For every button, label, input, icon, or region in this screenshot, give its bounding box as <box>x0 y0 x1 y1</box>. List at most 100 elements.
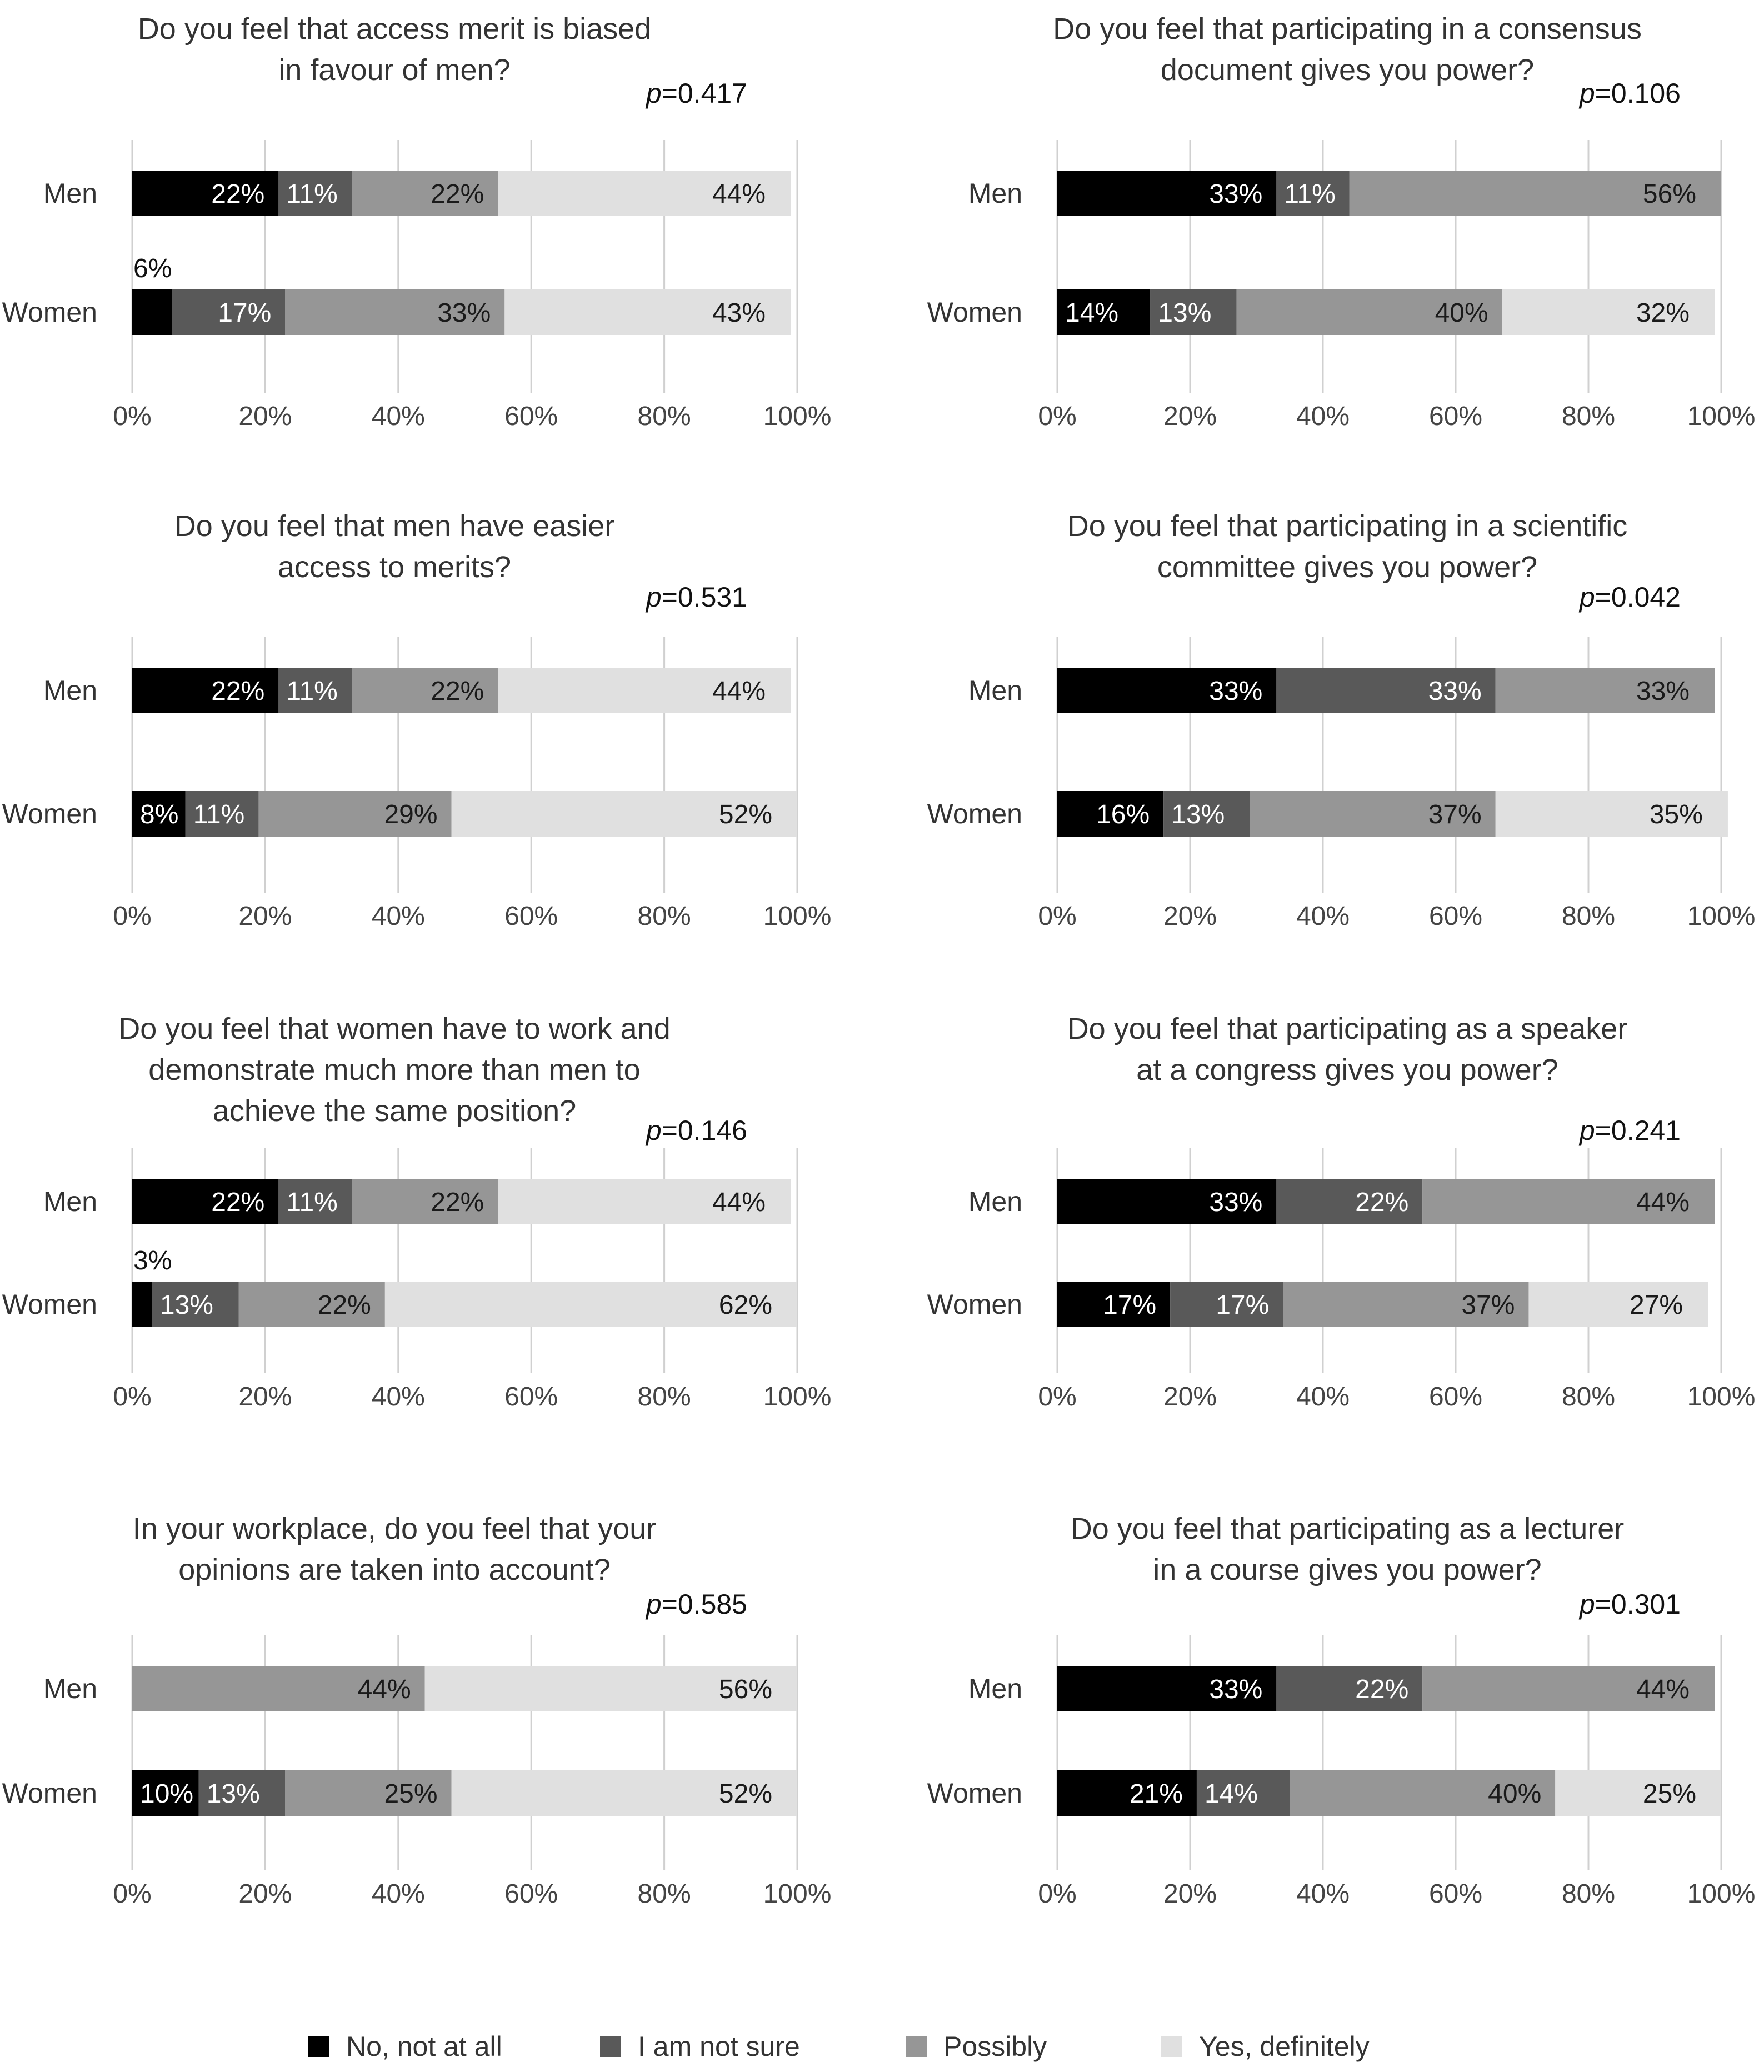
data-label: 14% <box>1205 1779 1258 1809</box>
data-label: 33% <box>1209 1675 1262 1704</box>
data-label: 44% <box>1636 1188 1690 1217</box>
category-label-men: Men <box>43 675 97 706</box>
data-label: 6% <box>133 254 172 283</box>
category-label-men: Men <box>43 1673 97 1704</box>
x-tick-label: 0% <box>1038 1879 1076 1909</box>
data-label: 62% <box>719 1290 772 1320</box>
x-tick-label: 20% <box>238 402 292 431</box>
p-value-symbol: p <box>645 582 662 613</box>
data-label: 16% <box>1096 800 1150 829</box>
data-label: 25% <box>1643 1779 1696 1809</box>
chart-title: Do you feel that women have to work and d… <box>118 1012 671 1128</box>
bar-segment-men-2 <box>1276 668 1496 713</box>
bar-segment-women-3 <box>258 791 452 837</box>
data-label: 33% <box>1209 1188 1262 1217</box>
x-tick-label: 0% <box>1038 902 1076 931</box>
data-label: 52% <box>719 800 772 829</box>
chart-title-line: at a congress gives you power? <box>1136 1053 1558 1087</box>
category-label-men: Men <box>43 1186 97 1217</box>
x-tick-label: 60% <box>1429 1382 1482 1412</box>
bar-segment-men-4 <box>424 1666 797 1711</box>
bar-segment-women-1 <box>132 1770 199 1816</box>
x-tick-label: 40% <box>1296 1382 1350 1412</box>
chart-title-line: Do you feel that participating in a scie… <box>1067 509 1628 543</box>
bar-segment-men-3 <box>132 1666 425 1711</box>
data-label: 22% <box>431 1188 484 1217</box>
p-value-number: =0.106 <box>1595 78 1681 109</box>
data-label: 29% <box>384 800 437 829</box>
bar-segment-women-4 <box>384 1282 797 1327</box>
p-value-number: =0.301 <box>1595 1589 1681 1620</box>
bar-segment-women-2 <box>152 1282 239 1327</box>
bar-segment-women-1 <box>1057 791 1164 837</box>
data-label: 22% <box>1355 1675 1408 1704</box>
data-label: 25% <box>384 1779 437 1809</box>
data-label: 33% <box>1209 677 1262 706</box>
x-tick-label: 20% <box>1163 902 1217 931</box>
p-value: p=0.146 <box>645 1115 747 1146</box>
bar-segment-men-4 <box>498 668 791 713</box>
x-tick-label: 40% <box>372 1879 425 1909</box>
p-value-number: =0.531 <box>662 582 747 613</box>
x-tick-label: 20% <box>1163 1382 1217 1412</box>
legend-item: No, not at all <box>308 2030 502 2063</box>
chart-title-line: committee gives you power? <box>1157 550 1537 584</box>
bar-segment-women-2 <box>1163 791 1250 837</box>
data-label: 33% <box>1209 179 1262 209</box>
legend-swatch <box>1161 2036 1182 2057</box>
data-label: 11% <box>286 1188 338 1217</box>
chart-title-line: achieve the same position? <box>213 1094 576 1128</box>
legend-item: Possibly <box>906 2030 1047 2063</box>
bar-segment-men-3 <box>1422 1666 1715 1711</box>
chart-title: Do you feel that participating as a spea… <box>1067 1012 1628 1087</box>
x-tick-label: 60% <box>504 1879 558 1909</box>
chart-title-line: Do you feel that participating in a cons… <box>1053 12 1642 46</box>
chart-title-line: document gives you power? <box>1161 53 1534 87</box>
chart-title-line: in a course gives you power? <box>1153 1553 1541 1586</box>
data-label: 35% <box>1650 800 1703 829</box>
p-value: p=0.417 <box>645 78 747 109</box>
bar-segment-women-3 <box>1290 1770 1556 1816</box>
chart-title: Do you feel that participating in a scie… <box>1067 509 1628 584</box>
x-tick-label: 0% <box>113 1382 151 1412</box>
bar-segment-men-1 <box>1057 171 1277 216</box>
category-label-men: Men <box>968 1186 1022 1217</box>
chart-title-line: Do you feel that access merit is biased <box>138 12 651 46</box>
x-tick-label: 80% <box>1562 1382 1615 1412</box>
data-label: 22% <box>431 179 484 209</box>
data-label: 44% <box>358 1675 411 1704</box>
data-label: 13% <box>1158 298 1211 328</box>
x-tick-label: 60% <box>1429 902 1482 931</box>
chart-title-line: Do you feel that participating as a lect… <box>1071 1512 1625 1545</box>
legend-item: I am not sure <box>600 2030 800 2063</box>
x-tick-label: 20% <box>238 1382 292 1412</box>
p-value-number: =0.417 <box>662 78 747 109</box>
category-label-women: Women <box>927 297 1022 328</box>
data-label: 11% <box>193 800 245 829</box>
x-tick-label: 40% <box>1296 402 1350 431</box>
legend-swatch <box>308 2036 329 2057</box>
chart-title: In your workplace, do you feel that your… <box>133 1512 657 1586</box>
bar-segment-women-4 <box>1495 791 1728 837</box>
data-label: 43% <box>712 298 766 328</box>
bar-segment-women-3 <box>1236 289 1502 335</box>
data-label: 22% <box>211 179 264 209</box>
data-label: 11% <box>1284 179 1336 209</box>
p-value-symbol: p <box>1578 1115 1595 1146</box>
p-value-number: =0.585 <box>662 1589 747 1620</box>
x-tick-label: 80% <box>1562 402 1615 431</box>
bar-segment-men-4 <box>498 171 791 216</box>
legend-label: Possibly <box>943 2031 1047 2062</box>
category-label-women: Women <box>2 1778 97 1809</box>
data-label: 22% <box>431 677 484 706</box>
bar-segment-women-4 <box>1502 289 1715 335</box>
bar-segment-men-1 <box>132 171 279 216</box>
p-value: p=0.301 <box>1578 1589 1681 1620</box>
x-tick-label: 100% <box>763 402 832 431</box>
data-label: 22% <box>211 1188 264 1217</box>
data-label: 17% <box>1216 1290 1269 1320</box>
data-label: 17% <box>218 298 271 328</box>
chart-title-line: in favour of men? <box>278 53 510 87</box>
x-tick-label: 40% <box>372 902 425 931</box>
bar-segment-women-1 <box>132 791 186 837</box>
